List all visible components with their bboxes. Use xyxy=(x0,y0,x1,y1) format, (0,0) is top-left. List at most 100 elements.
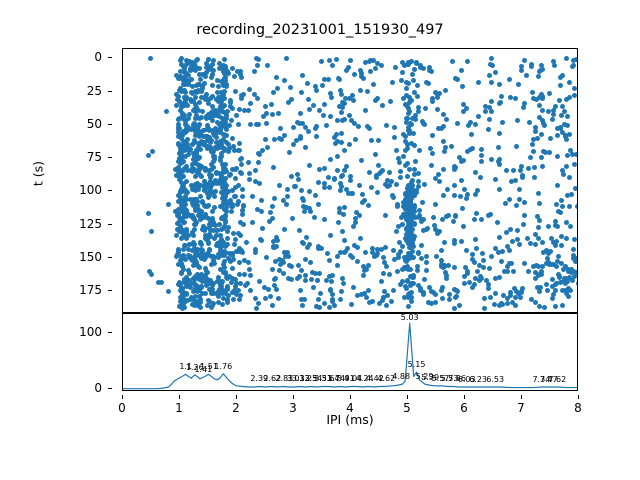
scatter-point xyxy=(411,234,417,240)
scatter-point xyxy=(464,59,470,65)
scatter-point xyxy=(173,254,179,260)
scatter-point xyxy=(451,163,457,169)
scatter-point xyxy=(206,232,212,238)
scatter-point xyxy=(530,136,536,142)
scatter-point xyxy=(547,249,553,255)
scatter-point xyxy=(539,268,545,274)
scatter-point xyxy=(177,224,183,230)
scatter-point xyxy=(247,87,252,93)
scatter-point xyxy=(220,137,226,143)
scatter-point xyxy=(520,174,526,180)
scatter-point xyxy=(402,255,408,261)
scatter-point xyxy=(303,256,309,262)
scatter-point xyxy=(215,289,221,295)
scatter-point xyxy=(224,126,230,132)
scatter-point xyxy=(339,109,345,115)
scatter-point xyxy=(338,180,344,186)
scatter-point xyxy=(176,219,182,225)
scatter-point xyxy=(276,257,282,263)
scatter-point xyxy=(192,298,198,304)
scatter-point xyxy=(444,187,450,193)
scatter-point xyxy=(567,275,573,281)
scatter-point xyxy=(403,93,409,99)
scatter-point xyxy=(431,290,437,296)
scatter-point xyxy=(421,120,427,126)
scatter-point xyxy=(390,287,396,293)
scatter-point xyxy=(405,106,411,112)
scatter-point xyxy=(415,251,421,257)
scatter-point xyxy=(418,219,424,225)
scatter-point xyxy=(148,56,154,62)
scatter-point xyxy=(209,117,215,123)
scatter-point xyxy=(193,149,199,155)
scatter-point xyxy=(384,264,390,270)
scatter-point xyxy=(302,272,308,278)
scatter-point xyxy=(401,294,407,300)
scatter-point xyxy=(489,157,495,163)
scatter-point xyxy=(224,300,230,306)
scatter-point xyxy=(567,94,573,100)
scatter-point xyxy=(367,169,373,175)
scatter-point xyxy=(378,279,384,285)
scatter-point xyxy=(348,252,354,258)
scatter-point xyxy=(568,288,574,294)
scatter-point xyxy=(229,209,235,215)
scatter-point xyxy=(265,62,271,68)
scatter-point xyxy=(428,300,434,306)
scatter-point xyxy=(559,243,565,248)
scatter-point xyxy=(566,286,572,292)
scatter-point xyxy=(211,194,217,200)
scatter-point xyxy=(194,219,200,225)
scatter-point xyxy=(409,248,415,254)
scatter-point xyxy=(182,187,188,193)
scatter-point xyxy=(352,242,358,248)
scatter-point xyxy=(216,66,222,72)
scatter-point xyxy=(399,221,405,227)
raster-y-axis-label: t (s) xyxy=(30,160,46,187)
scatter-point xyxy=(443,276,449,282)
scatter-point xyxy=(186,82,192,88)
scatter-point xyxy=(519,68,525,74)
scatter-point xyxy=(487,72,492,78)
scatter-point xyxy=(409,97,415,103)
scatter-point xyxy=(406,229,412,235)
scatter-point xyxy=(348,178,354,184)
scatter-point xyxy=(513,95,519,101)
scatter-point xyxy=(541,305,547,311)
scatter-point xyxy=(460,108,466,114)
scatter-point xyxy=(342,95,348,101)
scatter-point xyxy=(362,107,368,113)
scatter-point xyxy=(533,231,539,237)
scatter-point xyxy=(525,268,531,274)
scatter-point xyxy=(492,70,498,76)
scatter-point xyxy=(520,286,526,291)
scatter-point xyxy=(571,85,577,91)
scatter-point xyxy=(177,88,183,93)
scatter-point xyxy=(244,239,250,245)
scatter-point xyxy=(369,245,375,251)
histogram-line xyxy=(123,322,577,390)
scatter-point xyxy=(240,194,246,199)
scatter-point xyxy=(439,261,445,267)
scatter-point xyxy=(175,130,181,136)
peak-annotation: 5.15 xyxy=(407,360,426,370)
scatter-point xyxy=(439,258,445,264)
scatter-point xyxy=(564,290,570,296)
scatter-point xyxy=(366,125,372,131)
scatter-point xyxy=(335,263,341,269)
scatter-point xyxy=(196,82,202,88)
scatter-point xyxy=(193,68,199,74)
scatter-point xyxy=(255,159,261,165)
scatter-point xyxy=(297,288,303,294)
scatter-point xyxy=(233,175,239,181)
scatter-point xyxy=(175,261,181,267)
scatter-point xyxy=(366,288,372,294)
scatter-point xyxy=(299,297,305,303)
scatter-point xyxy=(235,287,241,293)
scatter-point xyxy=(193,199,199,205)
peak-annotation: 3.03 xyxy=(286,374,305,384)
scatter-point xyxy=(181,75,187,81)
raster-y-tick-label: 25 xyxy=(86,83,102,98)
scatter-point xyxy=(208,183,214,189)
scatter-point xyxy=(327,157,333,163)
